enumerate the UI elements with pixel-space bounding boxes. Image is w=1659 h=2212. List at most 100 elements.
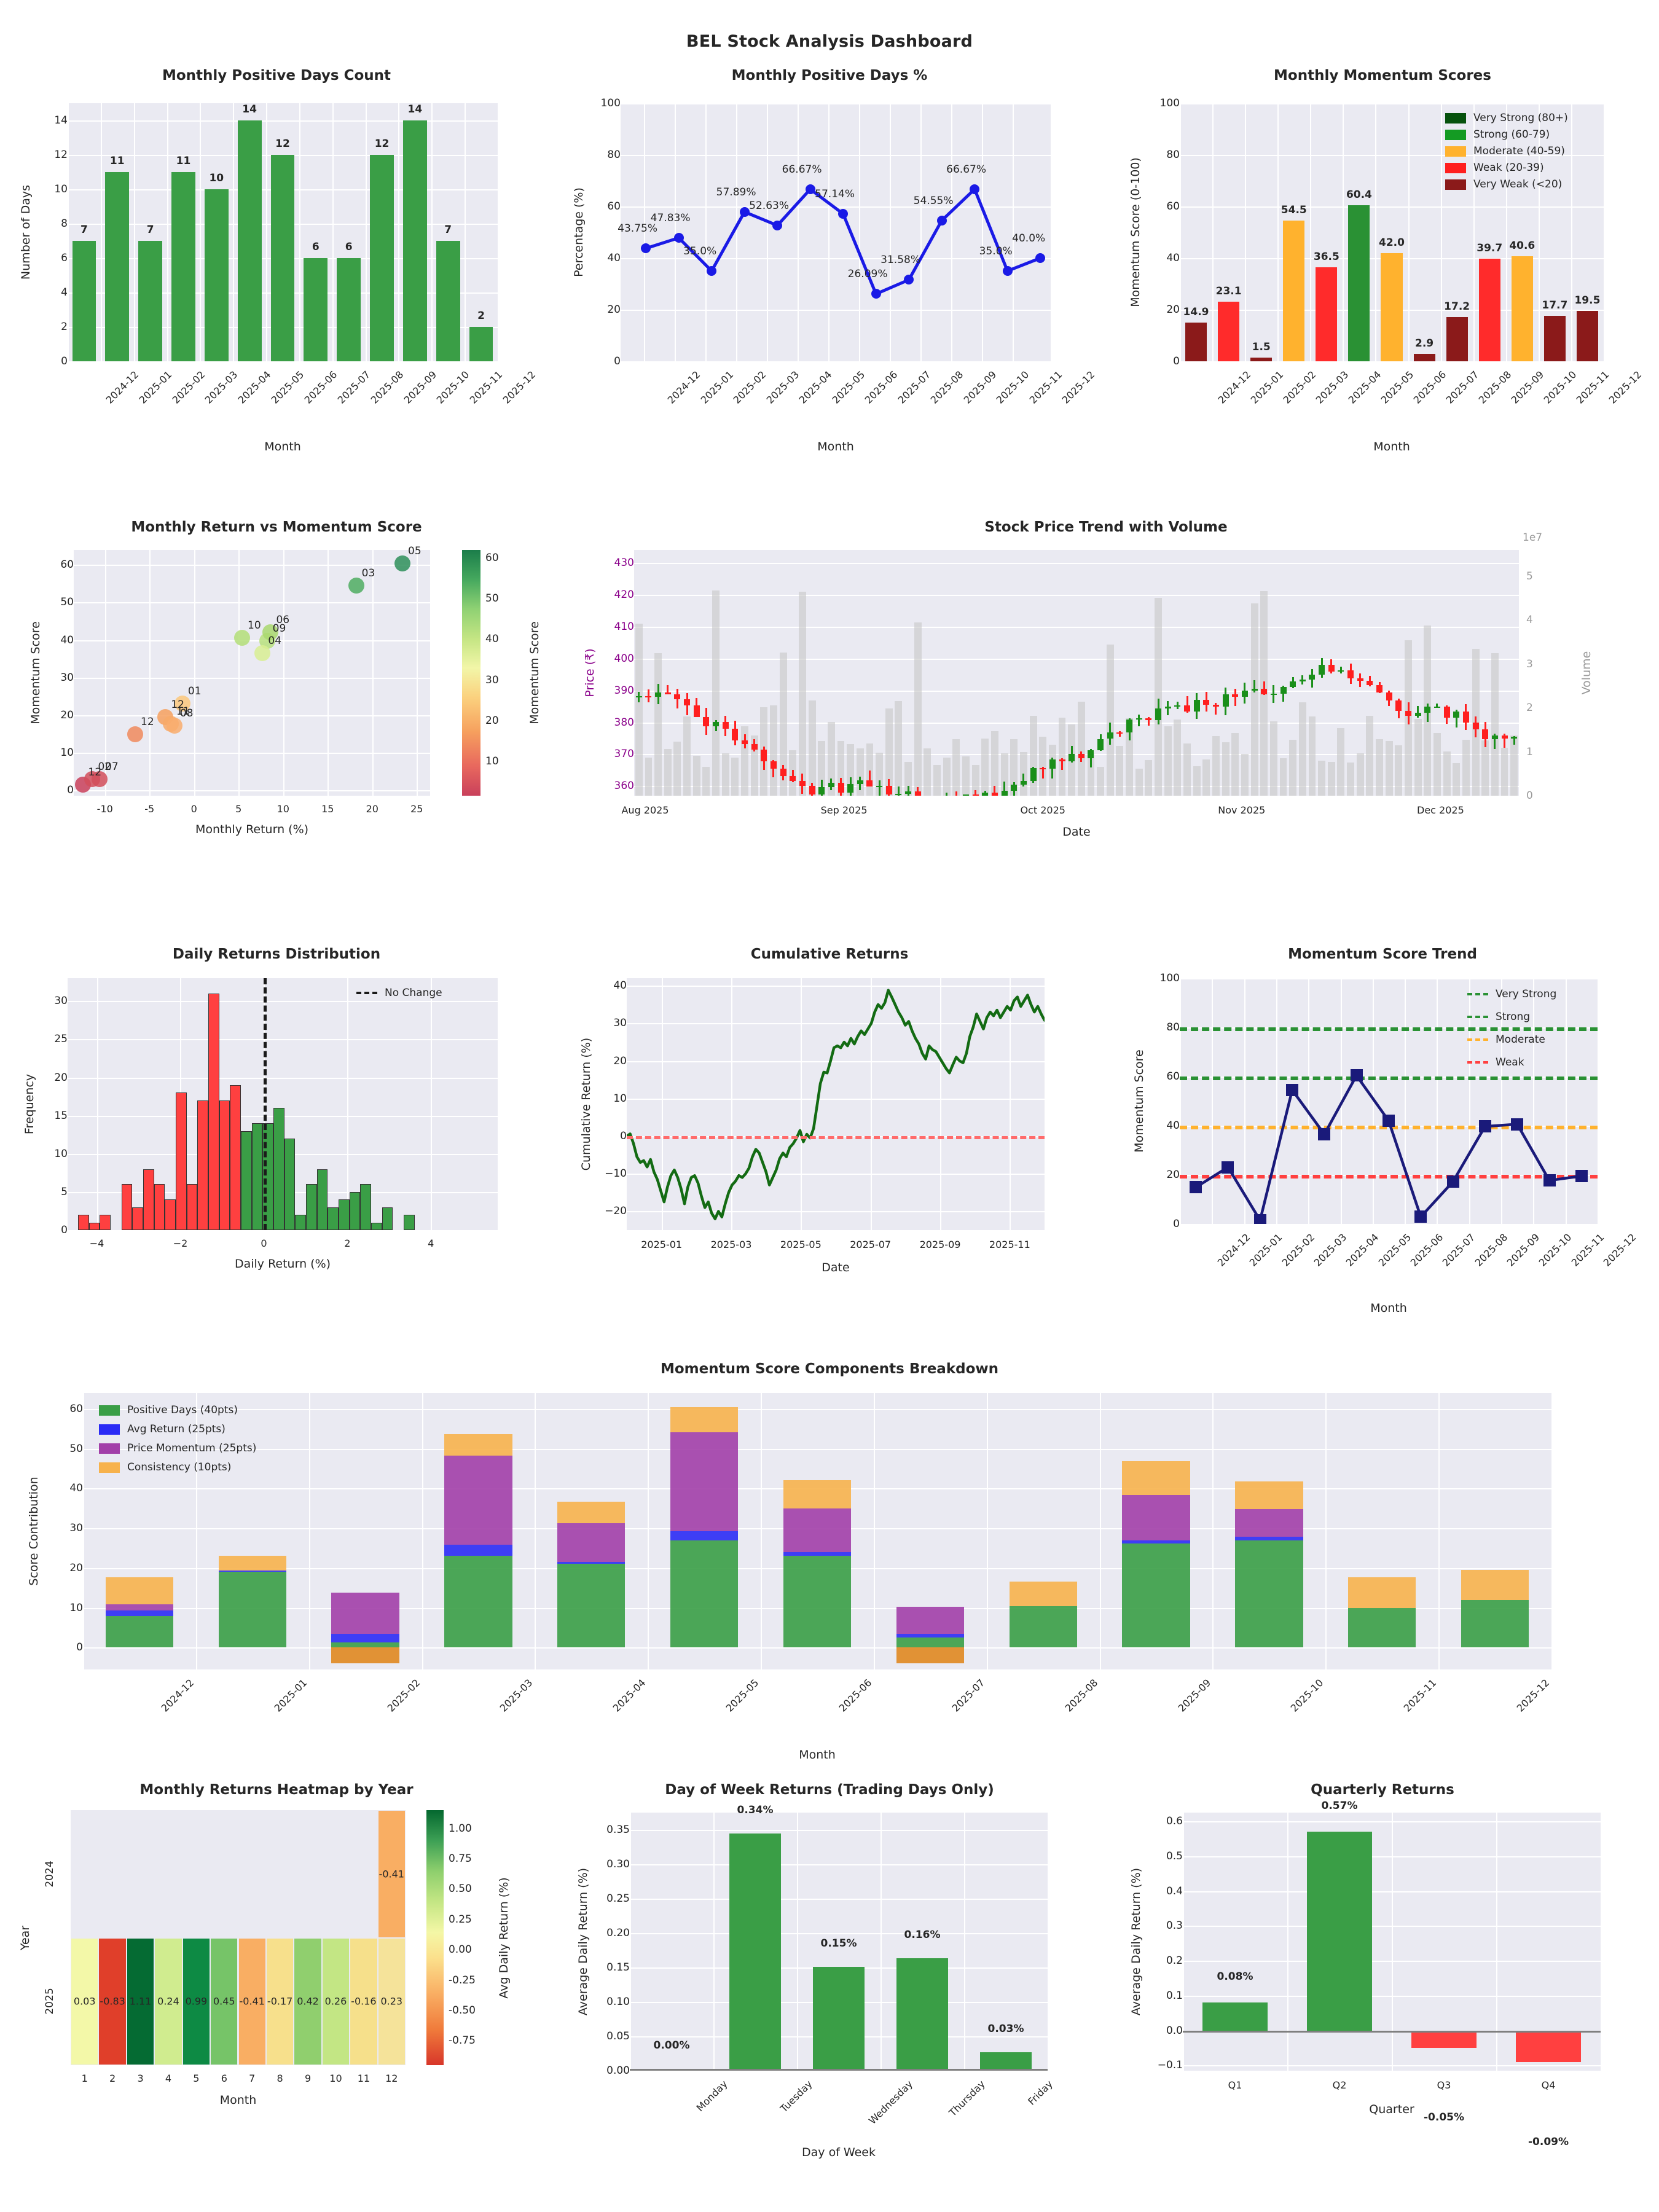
x-axis-label: Month (1373, 440, 1410, 453)
y-axis-tick: 30 (54, 995, 68, 1008)
candle-body (664, 692, 671, 694)
candle-body (1069, 754, 1075, 761)
chart-momentum-components-breakdown: Momentum Score Components Breakdown 0 10 2… (0, 1361, 1659, 1791)
stacked-segment (1461, 1599, 1529, 1648)
y-axis-label: Year (18, 1925, 32, 1950)
y-axis-label: Frequency (23, 1073, 36, 1135)
gridline (365, 103, 367, 361)
gridline (1180, 103, 1604, 104)
volume-exponent-label: 1e7 (1523, 531, 1543, 544)
candle-body (809, 786, 815, 795)
volume-bar (731, 757, 739, 796)
gridline (74, 565, 430, 567)
x-axis-tick: 2025-05 (1378, 369, 1416, 406)
gridline (465, 103, 466, 361)
bar (1576, 311, 1598, 361)
data-point (1002, 266, 1013, 276)
y-axis-tick: −0.1 (1157, 2059, 1183, 2072)
y-axis-tick: 40 (1166, 252, 1180, 264)
chart-quarterly-returns: Quarterly Returns 0.08% 0.57% -0.05% -0.09%… (1106, 1782, 1659, 2200)
x-axis-tick: 2025-12 (1607, 369, 1644, 406)
gridline (1501, 978, 1503, 1224)
candle-body (972, 794, 979, 796)
bar (1202, 2002, 1268, 2031)
stacked-segment (105, 1604, 174, 1611)
volume-bar (866, 743, 874, 796)
bar (1516, 2030, 1581, 2062)
point-label: 06 (276, 614, 290, 627)
y-axis-tick: 20 (60, 708, 74, 721)
y-axis-tick: 0 (67, 783, 74, 796)
candle-body (1443, 706, 1450, 718)
gridline (621, 258, 1051, 259)
x-axis-label: Month (219, 2093, 257, 2107)
histogram-bar (143, 1169, 154, 1230)
heatmap-cell (350, 1938, 377, 2065)
gridline (981, 103, 983, 361)
bar-value-label: 6 (312, 241, 320, 253)
legend-item: Very Strong (1467, 988, 1556, 1000)
gridline (1565, 978, 1567, 1224)
candle-body (780, 769, 786, 776)
gridline (630, 1830, 1048, 1831)
stacked-segment (218, 1555, 286, 1571)
x-axis-tick: 2025-05 (780, 1239, 822, 1250)
candle-body (857, 780, 863, 784)
gridline (627, 1174, 1045, 1175)
histogram-bar (360, 1184, 372, 1230)
gridline (233, 103, 235, 361)
bar-value-label: 0.34% (737, 1803, 774, 1816)
gridline (964, 1813, 965, 2071)
volume-bar (1308, 716, 1316, 796)
gridline (1533, 978, 1535, 1224)
histogram-bar (371, 1222, 382, 1230)
bar (105, 172, 130, 361)
gridline (1308, 978, 1310, 1224)
legend-swatch (1445, 129, 1466, 140)
stacked-segment (1009, 1606, 1077, 1648)
candle-body (770, 761, 777, 769)
data-point-marker (1350, 1069, 1363, 1082)
y-axis-tick: 370 (614, 748, 634, 761)
y-axis-tick: 40 (613, 979, 627, 992)
candle-body (962, 794, 969, 796)
heatmap-cell (182, 1938, 210, 2065)
x-axis-tick: 2025-05 (723, 1677, 761, 1714)
gridline (74, 602, 430, 604)
candle-wick (1263, 681, 1265, 695)
volume-bar (885, 708, 893, 796)
x-axis-tick: 25 (410, 803, 423, 815)
gridline (797, 1813, 798, 2071)
plot-area (68, 103, 498, 361)
stacked-segment (444, 1456, 512, 1545)
candle-body (1453, 712, 1460, 718)
x-axis-tick: 2025-11 (1027, 369, 1064, 406)
volume-bar (1510, 735, 1518, 796)
volume-bar (645, 757, 653, 796)
candle-body (703, 716, 710, 727)
legend: No Change (356, 987, 442, 1003)
point-value-label: 35.0% (683, 245, 717, 257)
candle-wick (1504, 734, 1506, 748)
histogram-bar (100, 1215, 111, 1230)
gridline (627, 986, 1045, 987)
bar-value-label: 17.2 (1444, 300, 1470, 313)
candle-body (1376, 685, 1383, 692)
x-axis-label: Date (822, 1261, 850, 1274)
series-layer (644, 187, 1042, 296)
y-axis-tick: 6 (61, 252, 68, 264)
y-axis-tick: 10 (54, 1147, 68, 1160)
y-axis-tick: 0.15 (606, 1961, 630, 1974)
colorbar-tick: 0.00 (449, 1943, 472, 1956)
x-axis-tick: 2025-03 (203, 369, 240, 406)
x-axis-tick: 2025-12 (500, 369, 538, 406)
bar (436, 241, 460, 361)
gridline (1438, 1393, 1440, 1669)
data-point (673, 233, 684, 243)
legend: Very Strong (80+) Strong (60-79) Moderate … (1445, 112, 1568, 195)
y-axis-tick: 20 (54, 1071, 68, 1084)
volume-bar (1327, 762, 1335, 796)
x-axis-tick: 2025-07 (949, 1677, 987, 1714)
bar (337, 258, 361, 361)
